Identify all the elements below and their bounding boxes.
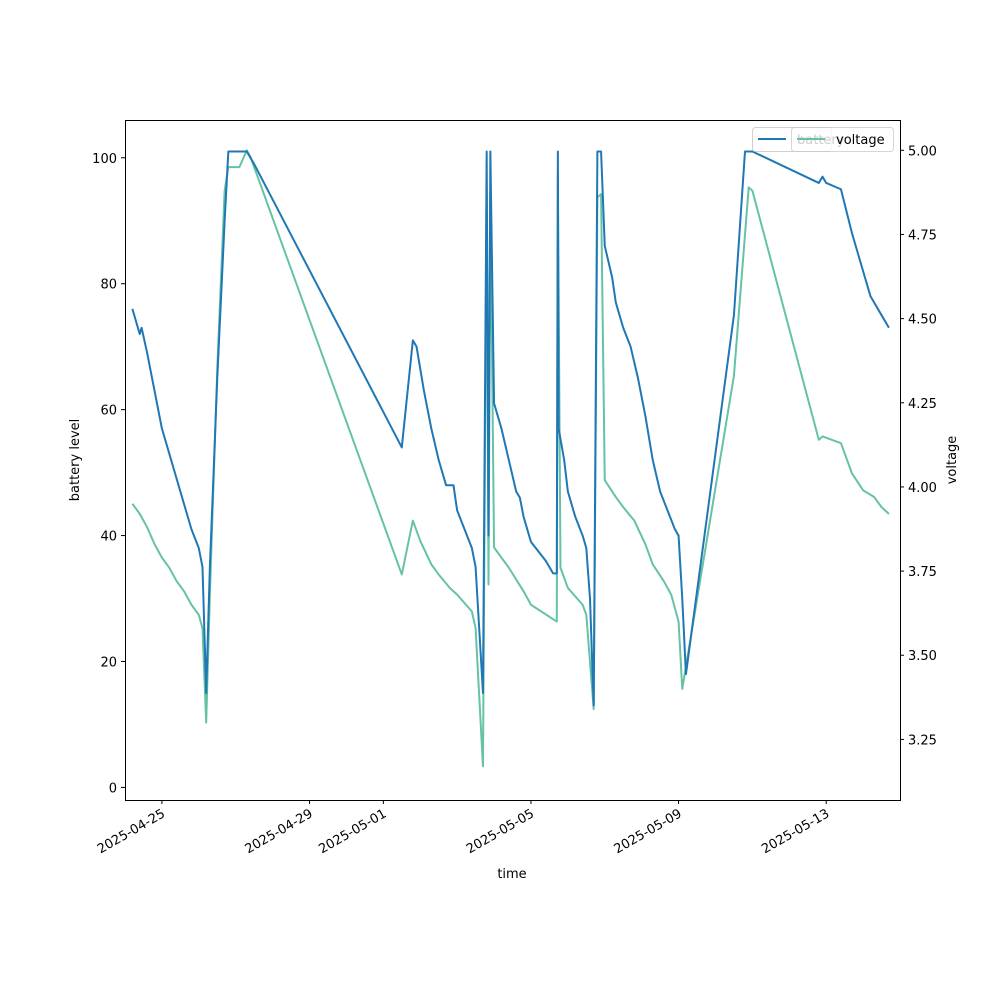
y-left-tick-label: 0 bbox=[109, 781, 117, 796]
series-layer bbox=[131, 149, 890, 768]
legend-label-voltage: voltage bbox=[836, 133, 885, 148]
series-line-battery bbox=[131, 150, 890, 707]
y-axis-left: 0 20 40 60 80 100 bbox=[92, 152, 125, 796]
y-right-tick-label: 3.75 bbox=[908, 565, 937, 580]
y-right-tick-label: 4.00 bbox=[908, 481, 937, 496]
y-left-tick-label: 40 bbox=[100, 530, 117, 545]
y-right-tick-label: 4.25 bbox=[908, 397, 937, 412]
plot-frame bbox=[125, 120, 901, 801]
legend-box-front bbox=[791, 127, 894, 152]
y-left-tick-label: 20 bbox=[100, 655, 117, 670]
y-right-tick-label: 5.00 bbox=[908, 144, 937, 159]
y-axis-left-title: battery level bbox=[68, 419, 83, 502]
y-right-tick-label: 3.25 bbox=[908, 733, 937, 748]
y-right-tick-label: 4.50 bbox=[908, 313, 937, 328]
y-axis-right-title: voltage bbox=[945, 436, 960, 485]
y-left-tick-label: 60 bbox=[100, 404, 117, 419]
x-axis-title: time bbox=[497, 867, 526, 882]
y-left-tick-label: 80 bbox=[100, 278, 117, 293]
y-left-tick-label: 100 bbox=[92, 152, 117, 167]
y-axis-right: 3.25 3.50 3.75 4.00 4.25 4.50 4.75 5.00 bbox=[900, 144, 937, 748]
y-right-tick-label: 4.75 bbox=[908, 228, 937, 243]
legend: battery voltage bbox=[752, 127, 894, 152]
y-right-tick-label: 3.50 bbox=[908, 649, 937, 664]
